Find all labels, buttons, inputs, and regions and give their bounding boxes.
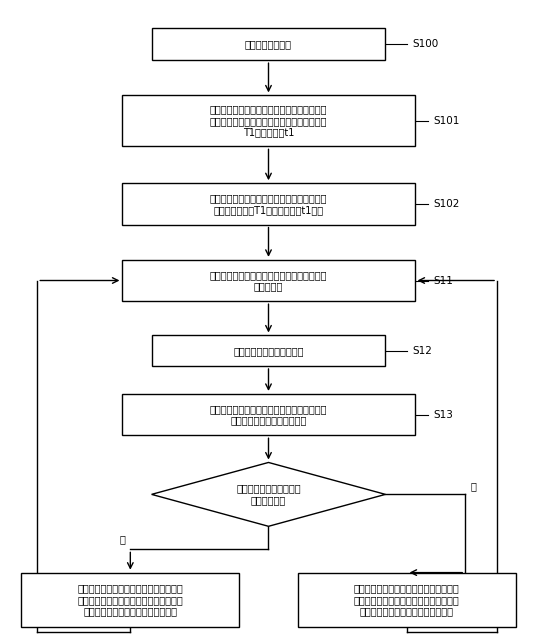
- FancyBboxPatch shape: [21, 573, 240, 627]
- FancyBboxPatch shape: [151, 336, 386, 366]
- Text: 是: 是: [119, 535, 125, 544]
- FancyBboxPatch shape: [151, 28, 386, 61]
- FancyBboxPatch shape: [122, 394, 415, 435]
- Text: 基于室内盘管温度，设定空调器初次上电进入
制热模式后的第一周期内的连续制热运行时间
T1和除霜时间t1: 基于室内盘管温度，设定空调器初次上电进入 制热模式后的第一周期内的连续制热运行时…: [210, 104, 327, 137]
- Text: 控制下一周期空调器制热运行时间大于本
周期空调器制热运行时间，且控制下一周
期除霜时间小于等于本周期除霜时间: 控制下一周期空调器制热运行时间大于本 周期空调器制热运行时间，且控制下一周 期除…: [354, 583, 460, 616]
- Text: S100: S100: [412, 39, 438, 50]
- Text: 控制空调器在初次上电进入制热模式后的第一
周期内连续制热T1时间之后除霜t1时间: 控制空调器在初次上电进入制热模式后的第一 周期内连续制热T1时间之后除霜t1时间: [210, 193, 327, 214]
- FancyBboxPatch shape: [122, 183, 415, 225]
- FancyBboxPatch shape: [122, 260, 415, 301]
- Text: 否: 否: [470, 481, 476, 491]
- Text: S12: S12: [412, 346, 432, 355]
- Text: 在空调器当前周期除霜运行结束之后，检测室
内盘管温度: 在空调器当前周期除霜运行结束之后，检测室 内盘管温度: [210, 270, 327, 291]
- Text: 基于室内盘管温度下降速率，确定下一周期空
调器制热运行时间和除霜时间: 基于室内盘管温度下降速率，确定下一周期空 调器制热运行时间和除霜时间: [210, 404, 327, 426]
- Text: 计算室内盘管温度下降速率: 计算室内盘管温度下降速率: [233, 346, 304, 355]
- Text: 室内盘管温度下降速率大
于设定速率？: 室内盘管温度下降速率大 于设定速率？: [236, 484, 301, 505]
- Text: 检测室内盘管温度: 检测室内盘管温度: [245, 39, 292, 50]
- Text: 控制下一周期空调器制热运行时间小于等
于本周期空调器制热运行时间，且控制下
一周期除霜时间大于本周期除霜时间: 控制下一周期空调器制热运行时间小于等 于本周期空调器制热运行时间，且控制下 一周…: [77, 583, 183, 616]
- Polygon shape: [151, 462, 386, 526]
- Text: S102: S102: [433, 199, 460, 209]
- Text: S101: S101: [433, 116, 460, 126]
- Text: S11: S11: [433, 276, 453, 285]
- FancyBboxPatch shape: [297, 573, 516, 627]
- FancyBboxPatch shape: [122, 95, 415, 146]
- Text: S13: S13: [433, 410, 453, 420]
